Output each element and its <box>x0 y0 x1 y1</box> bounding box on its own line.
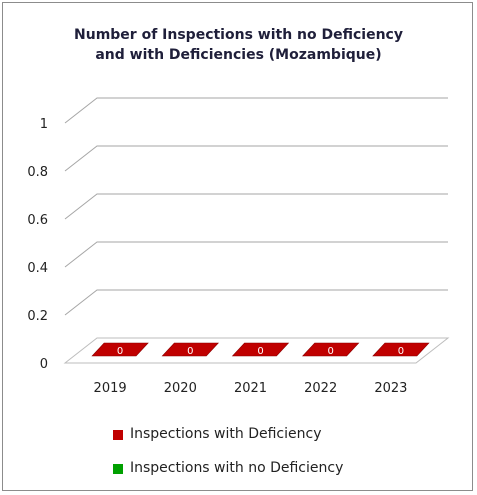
bar-label-2019: 0 <box>117 346 123 357</box>
bar-top-2020 <box>161 342 219 357</box>
bar-label-2021: 0 <box>257 346 263 357</box>
chart-title: Number of Inspections with no Deficiency… <box>3 25 474 65</box>
legend-item-no-deficiency: Inspections with no Deficiency <box>113 457 343 479</box>
chart-title-line-1: Number of Inspections with no Deficiency <box>74 27 403 43</box>
bar-top-2022 <box>302 342 360 357</box>
bar-label-2023: 0 <box>398 346 404 357</box>
bar-top-2019 <box>91 342 149 357</box>
y-tick-label-1: 0.2 <box>27 309 48 324</box>
legend: Inspections with Deficiency Inspections … <box>113 423 343 491</box>
y-tick-label-3: 0.6 <box>27 213 48 228</box>
x-tick-label-2023: 2023 <box>374 381 407 396</box>
x-tick-label-2019: 2019 <box>94 381 127 396</box>
bar-label-2022: 0 <box>328 346 334 357</box>
gridline-0.6 <box>64 193 448 220</box>
legend-swatch-no-deficiency <box>113 464 123 474</box>
gridline-0.2 <box>64 289 448 316</box>
bar-top-2021 <box>231 342 290 357</box>
x-tick-label-2020: 2020 <box>164 381 197 396</box>
legend-label-deficiency: Inspections with Deficiency <box>130 426 322 442</box>
chart-title-line-2: and with Deficiencies (Mozambique) <box>95 47 382 63</box>
legend-label-no-deficiency: Inspections with no Deficiency <box>130 460 344 476</box>
legend-swatch-deficiency <box>113 430 123 440</box>
y-tick-label-4: 0.8 <box>27 165 48 180</box>
gridline-0.4 <box>64 241 448 268</box>
chart-frame: Number of Inspections with no Deficiency… <box>2 2 473 491</box>
bar-label-2020: 0 <box>187 346 193 357</box>
bar-top-2023 <box>372 342 430 357</box>
x-tick-label-2022: 2022 <box>304 381 337 396</box>
legend-item-deficiency: Inspections with Deficiency <box>113 423 343 445</box>
y-tick-label-2: 0.4 <box>27 261 48 276</box>
floor-plane <box>63 337 450 364</box>
gridline-1 <box>64 97 448 124</box>
gridline-0.8 <box>64 145 448 172</box>
y-tick-label-0: 0 <box>40 357 48 372</box>
x-tick-label-2021: 2021 <box>234 381 267 396</box>
y-tick-label-5: 1 <box>40 117 48 132</box>
